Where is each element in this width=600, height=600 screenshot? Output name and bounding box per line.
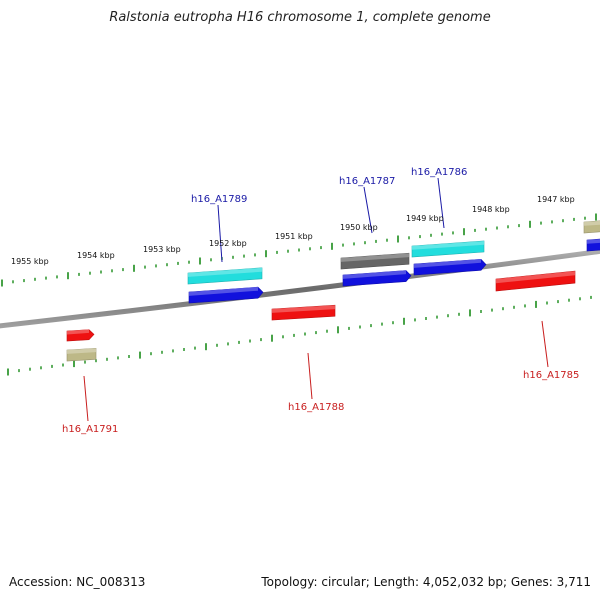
gene-label[interactable]: h16_A1786 <box>411 167 467 178</box>
gene-feature-h16-a1786 <box>411 240 485 258</box>
scale-label: 1949 kbp <box>406 214 444 223</box>
label-connectors <box>83 177 549 422</box>
gene-feature-h16-a1785 <box>495 270 576 292</box>
feature-highlight <box>67 329 89 335</box>
feature-highlight <box>584 220 600 226</box>
gene-feature-h16-a1791 <box>66 329 95 342</box>
feature-highlight <box>414 259 481 268</box>
scale-label: 1952 kbp <box>209 239 247 248</box>
label-connector <box>307 352 313 400</box>
scale-ticks-lower <box>7 295 592 376</box>
accession-text: Accession: NC_008313 <box>9 575 146 589</box>
gene-feature-h16-a1789 <box>187 267 263 285</box>
feature-highlight <box>67 348 96 354</box>
scale-label: 1955 kbp <box>11 257 49 266</box>
label-connector <box>363 186 373 234</box>
feature-highlight <box>188 267 262 277</box>
scale-label: 1951 kbp <box>275 232 313 241</box>
gene-feature-h16-a1788 <box>271 304 336 321</box>
genome-summary-text: Topology: circular; Length: 4,052,032 bp… <box>261 575 591 589</box>
label-connector <box>83 375 89 422</box>
gene-features <box>66 220 600 362</box>
gene-label[interactable]: h16_A1791 <box>62 424 118 435</box>
gene-label[interactable]: h16_A1785 <box>523 370 579 381</box>
label-connector <box>541 320 549 368</box>
feature-highlight <box>189 286 258 296</box>
feature-highlight <box>341 253 409 262</box>
gene-feature-h16-a1789-cds <box>188 286 264 304</box>
label-connector <box>217 204 223 263</box>
scale-label: 1954 kbp <box>77 251 115 260</box>
gene-feature-h16-a1786-cds <box>413 258 487 276</box>
chromosome-backbone <box>0 248 600 329</box>
gene-labels: h16_A1789 h16_A1787 h16_A1786 h16_A1791 h16_… <box>62 167 579 435</box>
scale-label: 1948 kbp <box>472 205 510 214</box>
scale-label: 1953 kbp <box>143 245 181 254</box>
feature-highlight <box>412 241 484 250</box>
gene-label[interactable]: h16_A1787 <box>339 176 395 187</box>
feature-highlight <box>343 270 406 279</box>
gene-feature-edge-blue <box>586 238 600 252</box>
gene-feature-h16-a1787-cds <box>342 270 412 287</box>
gene-label[interactable]: h16_A1789 <box>191 194 247 205</box>
scale-label: 1947 kbp <box>537 195 575 204</box>
feature-highlight <box>272 305 335 313</box>
gene-feature-edge-top <box>583 220 600 234</box>
feature-highlight <box>587 239 600 244</box>
scale-labels: 1955 kbp 1954 kbp 1953 kbp 1952 kbp 1951 kbp… <box>11 195 575 266</box>
gene-feature-h16-a1791-misc <box>66 347 97 362</box>
map-title: Ralstonia eutropha H16 chromosome 1, com… <box>109 10 491 25</box>
label-connector <box>437 177 445 229</box>
gene-label[interactable]: h16_A1788 <box>288 402 344 413</box>
scale-label: 1950 kbp <box>340 223 378 232</box>
feature-highlight <box>496 271 575 284</box>
gene-feature-h16-a1787 <box>340 252 410 270</box>
scale-ticks-upper <box>1 213 597 287</box>
